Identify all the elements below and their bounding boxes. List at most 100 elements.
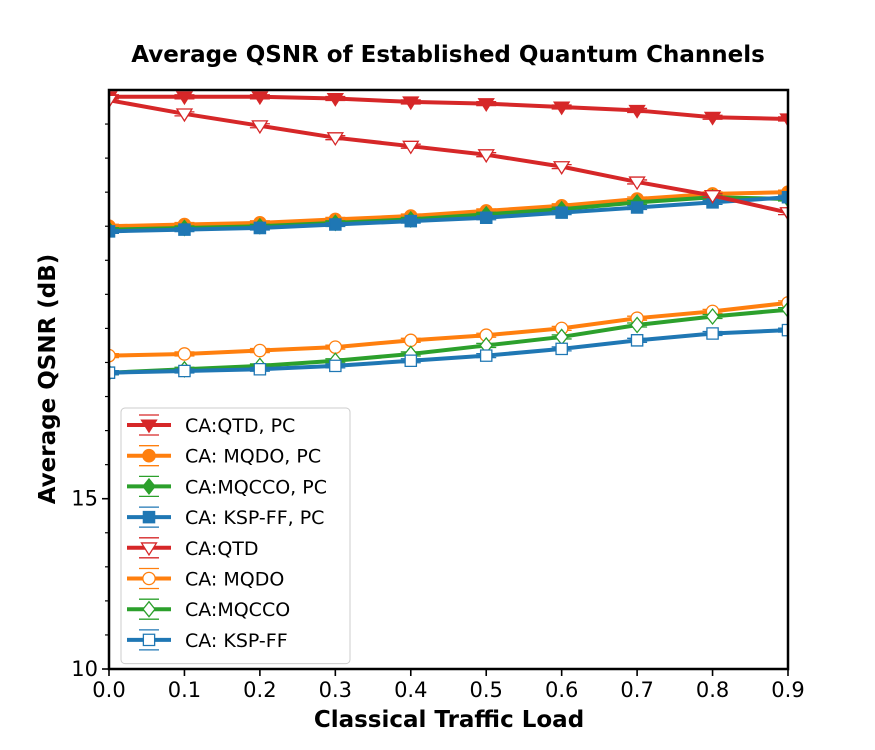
data-point-ca-mqdo-4 xyxy=(403,333,418,348)
legend-entry-ca-ksp-ff: CA: KSP-FF xyxy=(127,629,288,652)
x-axis-label: Classical Traffic Load xyxy=(314,707,584,733)
data-point-ca-qtd-pc-1 xyxy=(175,91,194,106)
x-tick-label-9: 0.9 xyxy=(771,678,804,702)
data-point-ca-ksp-ff-8 xyxy=(706,327,719,340)
legend-marker-ca-mqdo-pc xyxy=(142,448,156,463)
data-point-ca-qtd-pc-6 xyxy=(552,101,571,116)
legend-label-ca-ksp-ff: CA: KSP-FF xyxy=(185,630,288,652)
data-point-ca-mqcco-7 xyxy=(630,316,644,334)
data-point-ca-ksp-ff-7 xyxy=(630,334,644,347)
x-tick-label-7: 0.7 xyxy=(620,678,653,702)
legend-entry-ca-mqdo-pc: CA: MQDO, PC xyxy=(127,445,321,468)
legend-label-ca-mqdo: CA: MQDO xyxy=(185,569,284,591)
series-line-ca-qtd-pc xyxy=(109,94,788,121)
series-ca-qtd xyxy=(109,94,788,221)
data-point-ca-ksp-ff-3 xyxy=(329,359,342,373)
legend-label-ca-mqdo-pc: CA: MQDO, PC xyxy=(185,446,321,468)
data-point-ca-qtd-6 xyxy=(552,161,571,175)
x-tick-label-3: 0.3 xyxy=(319,678,352,702)
data-point-ca-ksp-ff-5 xyxy=(479,349,493,362)
data-point-ca-qtd-pc-8 xyxy=(703,111,722,126)
legend-entry-ca-mqcco: CA:MQCCO xyxy=(127,598,290,621)
data-point-ca-ksp-ff-pc-5 xyxy=(479,211,493,224)
series-line-ca-mqdo xyxy=(109,300,788,358)
plot-area: 0.0 0.1 0.2 0.3 0.4 0.5 0.6 0.7 0.8 0.9 10 15 CA:QTD… xyxy=(71,88,805,702)
series-ca-ksp-ff-pc xyxy=(109,191,788,238)
y-tick-label-1: 15 xyxy=(71,487,98,511)
series-ca-mqdo xyxy=(109,296,788,363)
legend-entry-ca-ksp-ff-pc: CA: KSP-FF, PC xyxy=(127,506,324,529)
legend-label-ca-mqcco: CA:MQCCO xyxy=(185,599,290,621)
legend-entry-ca-qtd-pc: CA:QTD, PC xyxy=(127,414,295,437)
x-tick-label-5: 0.5 xyxy=(470,678,503,702)
legend-marker-ca-ksp-ff xyxy=(142,633,156,647)
data-point-ca-ksp-ff-pc-3 xyxy=(329,218,342,231)
data-point-ca-qtd-pc-3 xyxy=(326,92,345,107)
data-point-ca-qtd-4 xyxy=(402,140,420,155)
series-ca-ksp-ff xyxy=(109,323,788,379)
data-point-ca-ksp-ff-pc-0 xyxy=(109,225,116,238)
legend-marker-ca-qtd-pc xyxy=(140,419,158,434)
data-point-ca-qtd-1 xyxy=(175,108,194,123)
series-line-ca-mqcco xyxy=(109,307,788,375)
legend-marker-ca-ksp-ff-pc xyxy=(142,510,156,524)
legend-entry-ca-mqcco-pc: CA:MQCCO, PC xyxy=(127,475,327,498)
data-point-ca-mqdo-2 xyxy=(253,343,267,358)
data-point-ca-qtd-8 xyxy=(703,190,722,204)
legend-label-ca-qtd: CA:QTD xyxy=(185,538,259,560)
x-tick-label-4: 0.4 xyxy=(394,678,427,702)
x-tick-label-1: 0.1 xyxy=(168,678,201,702)
data-point-ca-qtd-7 xyxy=(628,176,646,191)
data-point-ca-mqdo-3 xyxy=(328,340,343,354)
series-line-ca-mqdo-pc xyxy=(109,190,788,229)
data-point-ca-ksp-ff-1 xyxy=(178,364,191,378)
legend-marker-ca-mqcco-pc xyxy=(142,477,156,495)
y-tick-label-0: 10 xyxy=(71,657,98,681)
data-point-ca-ksp-ff-9 xyxy=(781,323,788,337)
series-line-ca-ksp-ff xyxy=(109,328,788,375)
data-point-ca-ksp-ff-4 xyxy=(404,354,418,368)
data-point-ca-qtd-0 xyxy=(109,94,118,109)
data-point-ca-ksp-ff-0 xyxy=(109,366,116,379)
data-point-ca-mqdo-1 xyxy=(177,347,192,361)
data-point-ca-ksp-ff-pc-9 xyxy=(781,191,788,204)
data-point-ca-qtd-5 xyxy=(477,149,495,164)
data-point-ca-ksp-ff-pc-1 xyxy=(178,223,191,236)
legend-marker-ca-mqcco xyxy=(142,600,156,618)
data-point-ca-mqdo-0 xyxy=(109,348,116,363)
data-point-ca-ksp-ff-pc-4 xyxy=(404,214,418,228)
data-point-ca-qtd-pc-2 xyxy=(251,91,269,106)
data-point-ca-mqcco-8 xyxy=(705,307,720,326)
legend-label-ca-mqcco-pc: CA:MQCCO, PC xyxy=(185,476,327,498)
y-axis-label: Average QSNR (dB) xyxy=(35,254,61,505)
legend-marker-ca-mqdo xyxy=(142,571,156,586)
data-point-ca-mqcco-9 xyxy=(781,301,788,319)
chart-title: Average QSNR of Established Quantum Chan… xyxy=(131,42,765,68)
data-point-ca-qtd-pc-7 xyxy=(628,104,646,119)
x-tick-label-6: 0.6 xyxy=(545,678,578,702)
legend: CA:QTD, PC CA: MQDO, PC CA:MQCCO, PC CA: KS… xyxy=(120,407,351,665)
axes-frame xyxy=(107,88,790,671)
data-point-ca-qtd-pc-5 xyxy=(477,98,495,112)
data-point-ca-ksp-ff-6 xyxy=(555,342,568,356)
data-point-ca-ksp-ff-pc-6 xyxy=(555,206,568,219)
data-point-ca-ksp-ff-pc-7 xyxy=(630,201,644,214)
series-line-ca-ksp-ff-pc xyxy=(109,195,788,234)
data-point-ca-qtd-pc-9 xyxy=(779,113,788,128)
legend-marker-ca-qtd xyxy=(140,542,158,557)
legend-frame xyxy=(120,407,351,665)
data-point-ca-qtd-pc-4 xyxy=(402,96,420,111)
series-layer xyxy=(109,91,788,382)
legend-label-ca-ksp-ff-pc: CA: KSP-FF, PC xyxy=(185,507,324,529)
data-point-ca-qtd-9 xyxy=(779,207,788,221)
data-point-ca-qtd-2 xyxy=(251,120,269,135)
x-tick-label-8: 0.8 xyxy=(696,678,729,702)
x-tick-label-2: 0.2 xyxy=(243,678,276,702)
legend-entry-ca-mqdo: CA: MQDO xyxy=(127,567,284,591)
x-tick-label-0: 0.0 xyxy=(92,678,125,702)
data-point-ca-ksp-ff-pc-2 xyxy=(253,221,267,235)
data-point-ca-ksp-ff-2 xyxy=(253,363,267,376)
legend-label-ca-qtd-pc: CA:QTD, PC xyxy=(185,415,295,437)
series-line-ca-qtd xyxy=(109,98,788,215)
